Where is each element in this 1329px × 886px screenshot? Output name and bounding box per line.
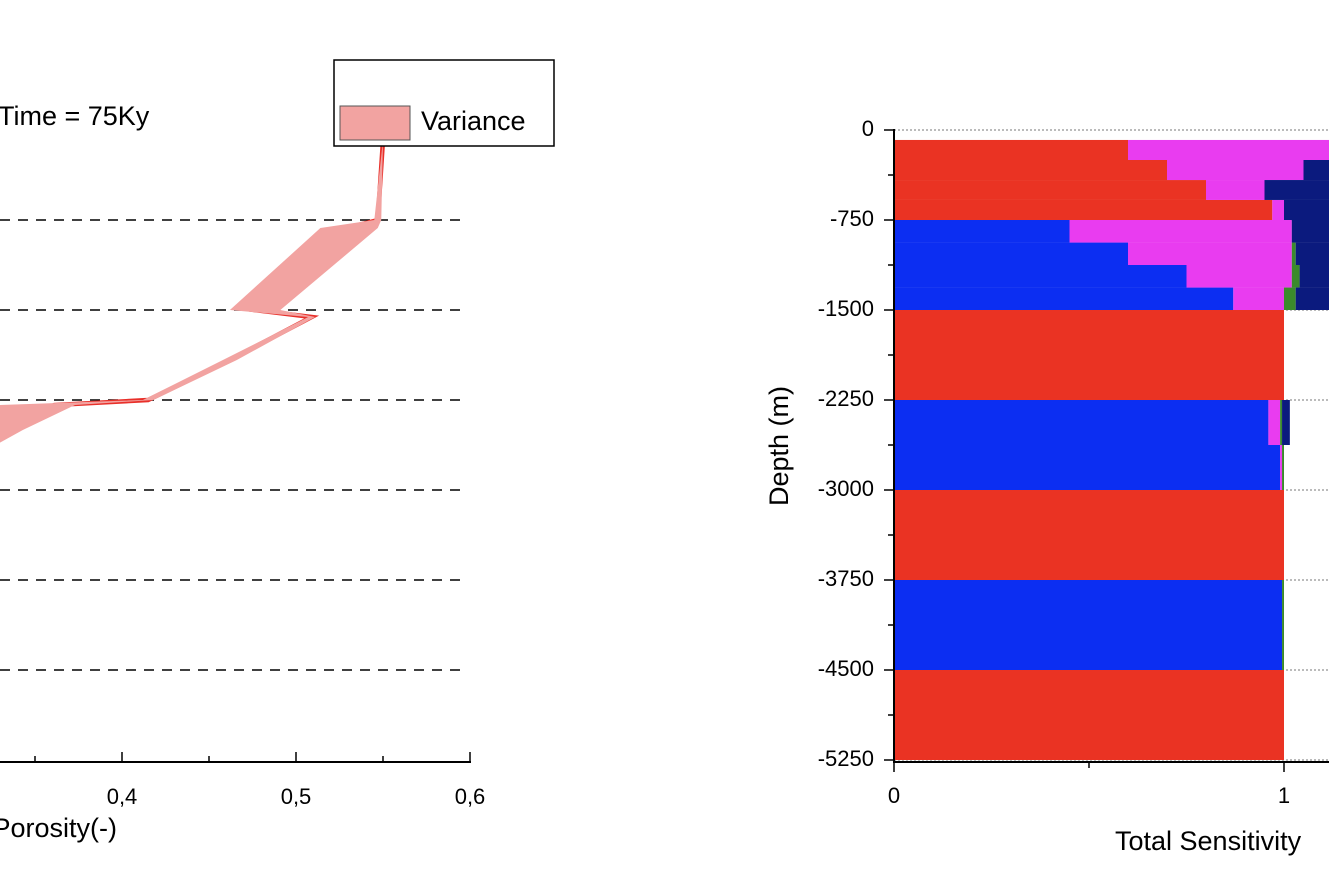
legend-swatch [339,105,411,141]
bar-segment [894,160,1167,181]
bar-segment [1295,242,1329,265]
annotation: Time = 75Ky [0,101,150,131]
bar-segment [1128,242,1292,265]
x-tick-label: 0 [888,783,900,808]
x-axis-title: Total Sensitivity [1115,826,1302,856]
bar-segment [1264,180,1329,200]
x-tick-label: 0,4 [107,784,138,809]
bar-segment [1284,287,1296,310]
bar-segment [1291,242,1296,265]
bar-segment [894,670,1284,760]
y-tick-label: -2250 [818,386,874,411]
variance-band [0,139,383,443]
x-axis-title: Porosity(-) [0,813,117,843]
bar-segment [1282,400,1290,445]
bar-segment [894,287,1234,310]
bar-segment [1069,220,1292,243]
bar-segment [1206,180,1265,200]
bar-segment [1280,445,1283,490]
bar-segment [1284,199,1329,220]
bar-segment [894,490,1284,580]
bar-segment [1128,139,1329,160]
bar-segment [894,445,1281,490]
bar-segment [894,220,1070,243]
bar-segment [1282,580,1284,670]
bar-segment [1299,265,1329,288]
bar-segment [894,139,1128,160]
bar-segment [894,265,1187,288]
bar-segment [894,400,1269,445]
y-tick-label: -5250 [818,746,874,771]
bar-segment [1233,287,1284,310]
legend-label: Variance [421,106,526,136]
y-tick-label: -750 [830,206,874,231]
bar-segment [1295,287,1329,310]
x-tick-label: 0,6 [455,784,486,809]
bar-segment [1280,400,1283,445]
y-tick-label: -3750 [818,566,874,591]
bar-segment [894,242,1128,265]
bar-segment [1303,160,1329,181]
y-tick-label: -3000 [818,476,874,501]
x-tick-label: 1 [1278,783,1290,808]
y-axis-title: Depth (m) [764,386,794,506]
bar-segment [1291,220,1329,243]
y-tick-label: 0 [862,116,874,141]
x-tick-label: 0,5 [281,784,312,809]
bar-segment [894,180,1206,200]
bar-segment [894,580,1283,670]
y-tick-label: -1500 [818,296,874,321]
bar-segment [1167,160,1304,181]
bar-segment [1268,400,1281,445]
bar-segment [894,310,1284,400]
bar-segment [1291,265,1300,288]
bar-segment [1186,265,1292,288]
bar-segment [1272,199,1284,220]
bar-segment [894,199,1273,220]
y-tick-label: -4500 [818,656,874,681]
bar-segment [1282,445,1284,490]
